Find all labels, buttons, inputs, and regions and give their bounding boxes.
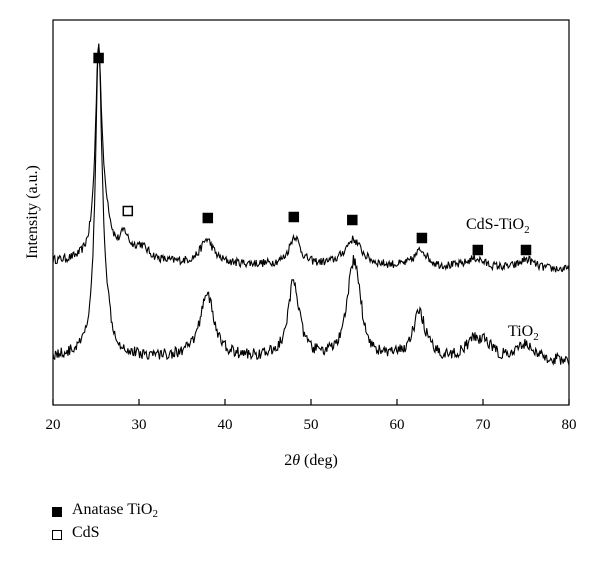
- legend-label-anatase: Anatase TiO2: [72, 499, 158, 525]
- series-label-tio2-sub: 2: [533, 331, 539, 343]
- legend-label-anatase-sub: 2: [152, 507, 158, 520]
- legend-label-anatase-main: Anatase TiO: [72, 500, 153, 518]
- series-line-tio2: [52, 45, 570, 366]
- cds-peak-marker: [122, 205, 134, 217]
- filled-square-icon: [52, 506, 62, 517]
- legend-item-cds: CdS: [52, 523, 158, 546]
- anatase-peak-marker: [416, 232, 428, 244]
- x-axis-label: 2θ (deg): [284, 452, 338, 469]
- x-tick-label: 70: [476, 417, 491, 433]
- anatase-peak-marker: [288, 211, 300, 223]
- x-tick-label: 30: [132, 417, 147, 433]
- x-tick-label: 50: [304, 417, 319, 433]
- x-axis-label-theta: θ: [292, 452, 300, 469]
- peak-marker-layer: [93, 52, 532, 256]
- series-label-cds-tio2-main: CdS-TiO: [466, 216, 524, 233]
- legend-label-cds-main: CdS: [72, 523, 100, 541]
- series-label-cds-tio2-sub: 2: [524, 224, 530, 236]
- series-label-tio2-main: TiO: [508, 323, 533, 340]
- series-label-tio2: TiO2: [508, 323, 539, 343]
- anatase-peak-marker: [347, 214, 358, 226]
- anatase-peak-marker: [520, 244, 532, 256]
- y-axis-label: Intensity (a.u.): [24, 165, 41, 259]
- x-tick-label: 80: [562, 417, 577, 433]
- x-tick-label: 40: [218, 417, 233, 433]
- anatase-peak-marker: [472, 244, 484, 256]
- anatase-peak-marker: [93, 52, 104, 64]
- x-axis-label-part-1: 2: [284, 452, 292, 469]
- legend-item-anatase: Anatase TiO2: [52, 500, 158, 523]
- anatase-peak-marker: [202, 212, 214, 224]
- legend: Anatase TiO2 CdS: [52, 500, 158, 546]
- x-tick-label: 20: [46, 417, 61, 433]
- x-axis-label-part-3: (deg): [300, 452, 338, 469]
- series-layer: [52, 43, 570, 366]
- series-line-cds-tio2: [52, 43, 570, 273]
- x-tick-label: 60: [390, 417, 405, 433]
- legend-label-cds: CdS: [72, 522, 100, 548]
- series-label-cds-tio2: CdS-TiO2: [466, 216, 530, 236]
- x-axis-ticks: 20 30 40 50 60 70 80: [46, 399, 577, 433]
- xrd-chart: 20 30 40 50 60 70 80 2θ (deg) Intensity (a.u.)…: [24, 19, 577, 469]
- open-square-icon: [52, 529, 62, 540]
